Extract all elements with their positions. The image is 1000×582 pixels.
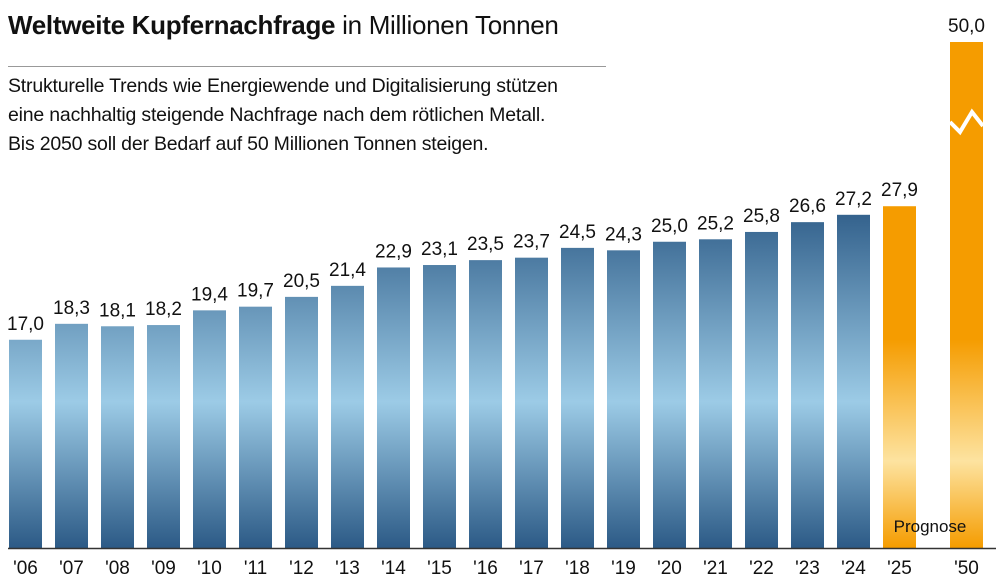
bar xyxy=(791,222,824,548)
x-tick-label: '20 xyxy=(657,558,682,579)
x-tick-label: '18 xyxy=(565,558,590,579)
data-label: 24,5 xyxy=(559,222,596,243)
data-label: 19,4 xyxy=(191,284,228,305)
subtitle-line: Bis 2050 soll der Bedarf auf 50 Millione… xyxy=(8,133,489,155)
bar xyxy=(607,250,640,548)
x-tick-label: '24 xyxy=(841,558,866,579)
data-label: 18,3 xyxy=(53,298,90,319)
bar xyxy=(147,325,180,548)
x-tick-label: '22 xyxy=(749,558,774,579)
data-label: 21,4 xyxy=(329,260,366,281)
title-unit: in Millionen Tonnen xyxy=(342,10,559,40)
divider xyxy=(8,66,606,67)
x-tick-label: '19 xyxy=(611,558,636,579)
x-tick-label: '10 xyxy=(197,558,222,579)
data-label: 26,6 xyxy=(789,196,826,217)
bar xyxy=(699,239,732,549)
x-tick-label: '12 xyxy=(289,558,314,579)
bar xyxy=(55,323,88,548)
bar xyxy=(883,206,916,548)
data-label: 50,0 xyxy=(948,16,985,37)
subtitle-line: eine nachhaltig steigende Nachfrage nach… xyxy=(8,104,546,126)
x-tick-label: '06 xyxy=(13,558,38,579)
bar xyxy=(239,306,272,548)
bar xyxy=(469,260,502,548)
data-label: 27,9 xyxy=(881,180,918,201)
data-label: 27,2 xyxy=(835,189,872,210)
bar xyxy=(423,265,456,548)
data-label: 25,8 xyxy=(743,206,780,227)
forecast-annotation: Prognose xyxy=(894,517,967,536)
chart-subtitle: Strukturelle Trends wie Energiewende und… xyxy=(8,72,618,159)
data-label: 24,3 xyxy=(605,224,642,245)
bar xyxy=(837,214,870,549)
x-tick-label: '50 xyxy=(954,558,979,579)
bar xyxy=(9,339,42,548)
x-tick-label: '23 xyxy=(795,558,820,579)
data-label: 23,1 xyxy=(421,239,458,260)
bar xyxy=(101,326,134,548)
data-label: 17,0 xyxy=(7,314,44,335)
chart-title: Weltweite Kupfernachfrage in Millionen T… xyxy=(8,10,559,41)
data-label: 23,7 xyxy=(513,232,550,253)
bar xyxy=(285,296,318,548)
bar xyxy=(515,257,548,548)
data-label: 20,5 xyxy=(283,271,320,292)
bar xyxy=(331,285,364,548)
data-label: 25,0 xyxy=(651,216,688,237)
x-tick-label: '25 xyxy=(887,558,912,579)
subtitle-line: Strukturelle Trends wie Energiewende und… xyxy=(8,75,558,97)
data-label: 22,9 xyxy=(375,241,412,262)
data-label: 19,7 xyxy=(237,281,274,302)
x-tick-label: '13 xyxy=(335,558,360,579)
x-tick-label: '21 xyxy=(703,558,728,579)
bar xyxy=(561,247,594,548)
x-tick-label: '11 xyxy=(244,558,267,579)
x-tick-label: '17 xyxy=(519,558,544,579)
x-tick-label: '14 xyxy=(381,558,406,579)
title-bold: Weltweite Kupfernachfrage xyxy=(8,10,336,40)
bar xyxy=(745,231,778,548)
data-label: 23,5 xyxy=(467,234,504,255)
bar xyxy=(653,241,686,548)
data-label: 25,2 xyxy=(697,213,734,234)
x-tick-label: '15 xyxy=(427,558,452,579)
x-tick-label: '16 xyxy=(473,558,498,579)
axis-break-mark xyxy=(948,108,985,136)
data-label: 18,1 xyxy=(99,300,136,321)
x-tick-label: '09 xyxy=(151,558,176,579)
bar xyxy=(377,267,410,548)
x-tick-label: '07 xyxy=(59,558,84,579)
bar xyxy=(193,310,226,548)
data-label: 18,2 xyxy=(145,299,182,320)
x-tick-label: '08 xyxy=(105,558,130,579)
